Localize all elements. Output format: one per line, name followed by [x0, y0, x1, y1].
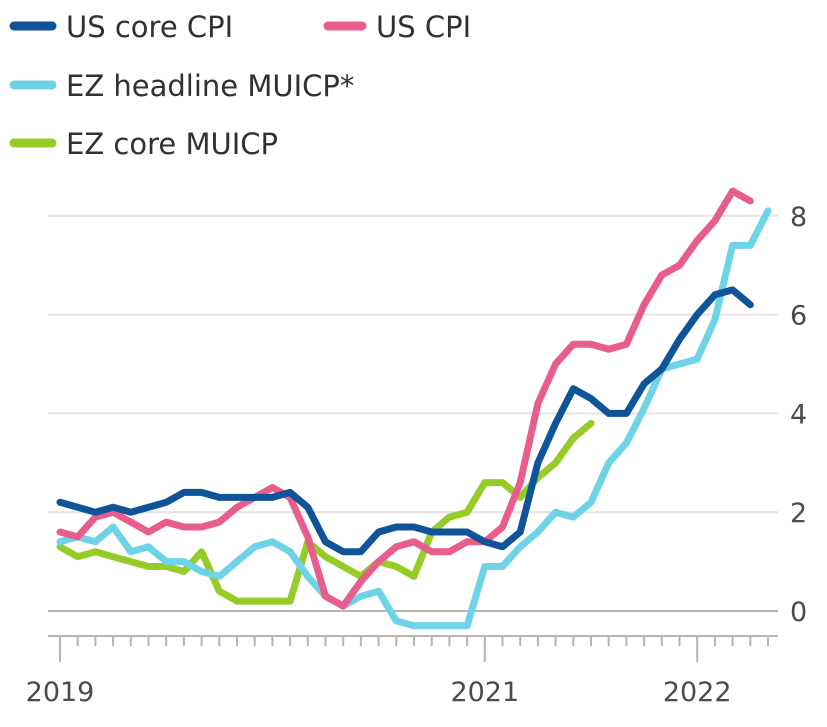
legend-label-ez-core-muicp: EZ core MUICP — [66, 127, 278, 161]
legend-label-us-cpi: US CPI — [376, 10, 471, 44]
y-tick-label-6: 6 — [790, 301, 807, 332]
legend-label-us-core-cpi: US core CPI — [66, 10, 233, 44]
series-line-ez-headline-muicp — [56, 207, 772, 630]
y-axis-tick-labels: 0 2 4 6 8 — [790, 202, 807, 628]
y-tick-label-0: 0 — [790, 597, 807, 628]
legend-item-ez-headline-muicp: EZ headline MUICP* — [9, 69, 354, 103]
series-line-ez-core-muicp — [56, 419, 595, 605]
x-tick-label-2021: 2021 — [450, 677, 519, 708]
legend-label-ez-headline-muicp: EZ headline MUICP* — [66, 69, 354, 103]
y-tick-label-4: 4 — [790, 399, 807, 430]
legend-item-us-core-cpi: US core CPI — [9, 10, 233, 44]
legend: US core CPI US CPI EZ headline MUICP* EZ… — [9, 10, 471, 161]
legend-item-us-cpi: US CPI — [323, 10, 471, 44]
series-line-us-core-cpi — [56, 286, 754, 556]
x-tick-label-2022: 2022 — [663, 677, 732, 708]
series-lines — [56, 187, 772, 630]
y-tick-label-2: 2 — [790, 498, 807, 529]
gridlines — [48, 214, 778, 612]
series-line-us-cpi — [56, 187, 754, 610]
legend-item-ez-core-muicp: EZ core MUICP — [9, 127, 278, 161]
x-tick-label-2019: 2019 — [26, 677, 95, 708]
y-tick-label-8: 8 — [790, 202, 807, 233]
x-axis: 2019 2021 2022 — [26, 635, 778, 708]
